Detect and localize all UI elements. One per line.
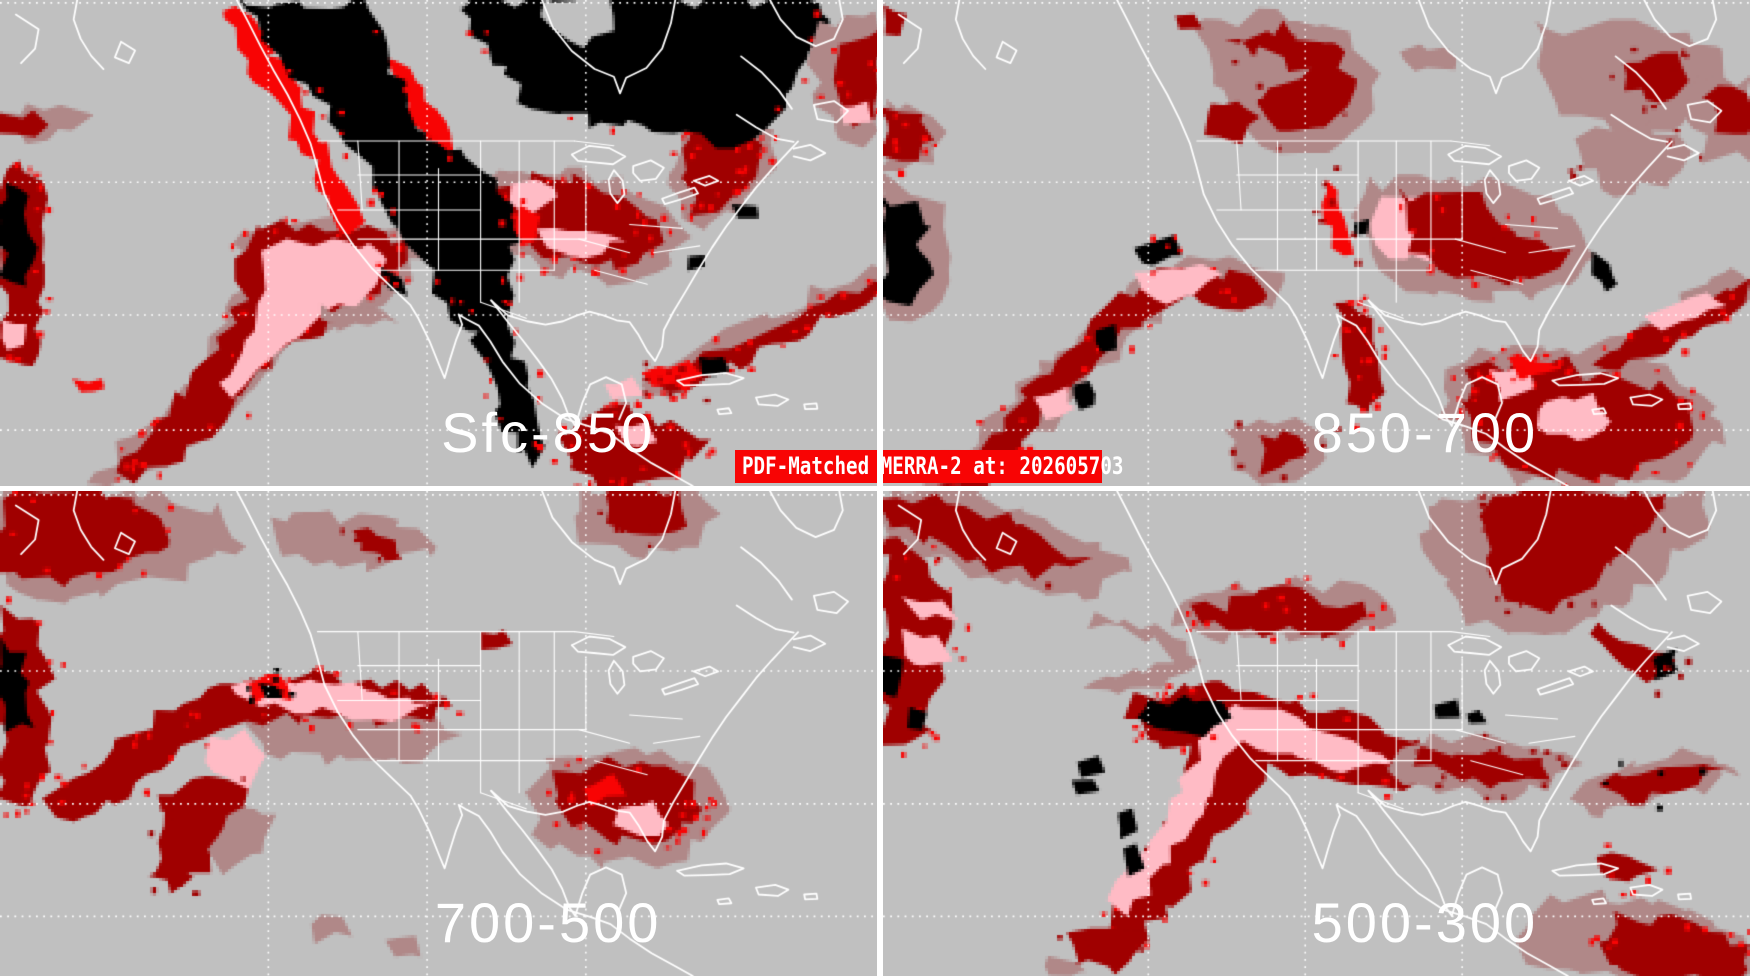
map-panel-700-500: 700-500 [0,491,877,976]
panel-label-850-700: 850-700 [1311,401,1539,464]
map-panel-500-300: 500-300 [883,491,1750,976]
panel-label-sfc-850: Sfc-850 [441,401,656,464]
map-canvas-sfc-850 [0,0,877,486]
panel-label-500-300: 500-300 [1311,891,1539,954]
timestamp-text: PDF-Matched MERRA-2 at: 202605703 [742,452,1124,480]
map-canvas-500-300 [883,491,1750,976]
map-panel-sfc-850: Sfc-850 [0,0,877,486]
panel-divider-horizontal [0,486,1750,491]
panel-label-700-500: 700-500 [434,891,662,954]
map-canvas-850-700 [883,0,1750,486]
timestamp-banner-background [735,450,1102,483]
timestamp-banner: PDF-Matched MERRA-2 at: 202605703 [735,450,1123,483]
map-canvas-700-500 [0,491,877,976]
map-panel-850-700: 850-700 [883,0,1750,486]
